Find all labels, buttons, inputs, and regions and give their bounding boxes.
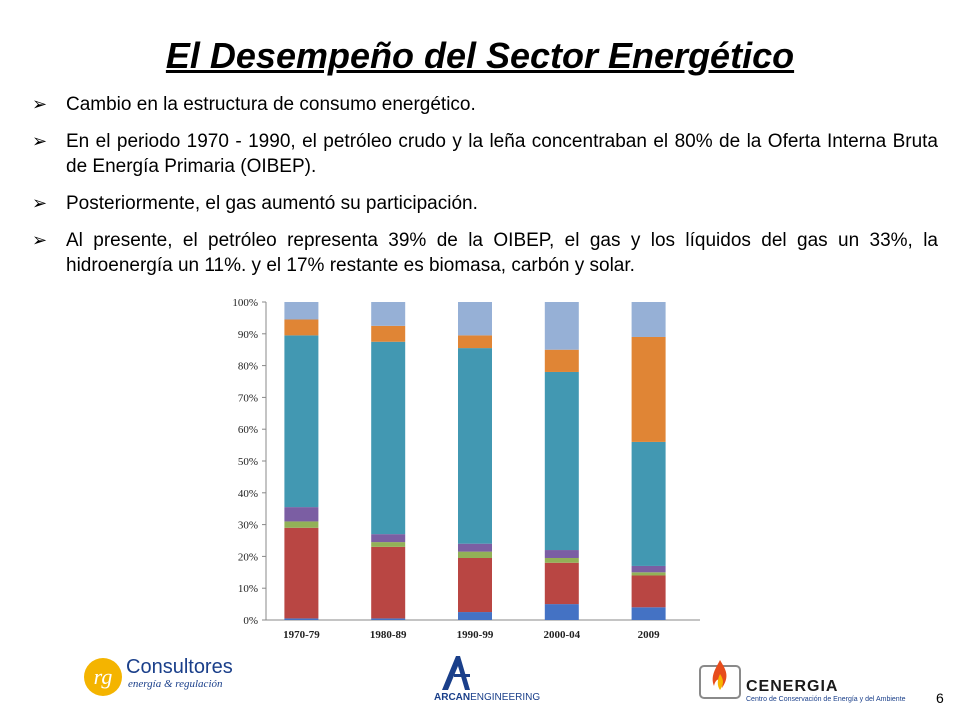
bar-segment-bosta-y-yareta: [371, 542, 406, 547]
bar-segment-gas-natural: [631, 336, 666, 442]
bar-segment-hidro-energia: [544, 302, 579, 350]
bar-segment-hidro-energia: [284, 302, 319, 320]
rg-logo-name: Consultores: [126, 656, 233, 678]
bullet-item: ➢ Posteriormente, el gas aumentó su parti…: [32, 191, 938, 216]
bar-segment-petr-leo-crudo: [284, 335, 319, 508]
bar-segment-le-a: [631, 575, 666, 608]
y-tick-label: 0%: [243, 615, 258, 627]
bar-segment-bosta-y-yareta: [458, 551, 492, 558]
arrow-bullet-icon: ➢: [32, 230, 48, 250]
bullet-text: En el periodo 1970 - 1990, el petróleo c…: [66, 131, 938, 177]
arrow-bullet-icon: ➢: [32, 131, 48, 151]
bar-segment-gas-natural: [284, 319, 319, 336]
bar-segment-gas-natural: [458, 335, 492, 349]
cenergia-logo-subtitle: Centro de Conservación de Energía y del …: [746, 696, 906, 703]
arcan-logo-text: ARCANENGINEERING: [434, 692, 540, 703]
bar-segment-petr-leo-crudo: [631, 441, 666, 566]
bar-segment-carb-n-mineral: [458, 612, 492, 620]
x-category-label: 1980-89: [370, 629, 407, 641]
bar-segment-hidro-energia: [631, 302, 666, 337]
arcan-engineering-logo: ARCANENGINEERING: [426, 654, 546, 710]
arcan-rest: ENGINEERING: [470, 692, 541, 703]
bullet-item: ➢ En el periodo 1970 - 1990, el petróleo …: [32, 129, 938, 179]
bar-segment-hidro-energia: [371, 302, 406, 326]
bar-segment-bosta-y-yareta: [284, 521, 319, 528]
bar-segment-bosta-y-yareta: [544, 557, 579, 563]
rg-logo-icon: rg: [84, 658, 122, 696]
bar-segment-petr-leo-crudo: [458, 348, 492, 544]
bar-segment-bagazo: [544, 550, 579, 558]
page-number: 6: [936, 690, 944, 706]
y-tick-label: 50%: [238, 456, 258, 468]
bullet-item: ➢ Al presente, el petróleo representa 39%…: [32, 228, 938, 278]
rg-consultores-logo: rg Consultores energía & regulación: [84, 656, 244, 698]
y-tick-label: 90%: [238, 329, 258, 341]
y-tick-label: 60%: [238, 424, 258, 436]
bar-segment-bosta-y-yareta: [631, 572, 666, 576]
bullet-list: ➢ Cambio en la estructura de consumo ener…: [32, 92, 938, 290]
bar-segment-petr-leo-crudo: [544, 371, 579, 551]
bar-segment-carb-n-mineral: [544, 604, 579, 620]
y-tick-label: 100%: [232, 297, 258, 309]
bar-segment-gas-natural: [544, 349, 579, 372]
cenergia-logo: CENERGIA Centro de Conservación de Energ…: [696, 656, 906, 710]
arcan-mark-icon: [442, 656, 470, 690]
x-category-label: 2009: [638, 629, 661, 641]
bar-segment-bagazo: [458, 543, 492, 552]
bar-segment-carb-n-mineral: [284, 618, 319, 620]
bar-segment-le-a: [458, 557, 492, 613]
bar-segment-bagazo: [284, 507, 319, 522]
cenergia-logo-name: CENERGIA: [746, 678, 839, 695]
cenergia-flame-icon: [699, 660, 741, 699]
x-category-label: 1970-79: [283, 629, 320, 641]
bar-segment-gas-natural: [371, 325, 406, 342]
bar-segment-le-a: [544, 562, 579, 605]
arrow-bullet-icon: ➢: [32, 94, 48, 114]
arrow-bullet-icon: ➢: [32, 193, 48, 213]
bar-segment-carb-n-mineral: [371, 618, 406, 620]
bullet-text: Posteriormente, el gas aumentó su partic…: [66, 193, 478, 214]
bar-segment-le-a: [284, 527, 319, 619]
bullet-text: Cambio en la estructura de consumo energ…: [66, 94, 476, 115]
bar-segment-le-a: [371, 546, 406, 619]
y-tick-label: 40%: [238, 488, 258, 500]
x-category-label: 1990-99: [457, 629, 494, 641]
bar-segment-bagazo: [631, 565, 666, 573]
y-tick-label: 30%: [238, 520, 258, 532]
y-tick-label: 10%: [238, 583, 258, 595]
bullet-text: Al presente, el petróleo representa 39% …: [66, 230, 938, 276]
arcan-strong: ARCAN: [434, 692, 471, 703]
bullet-item: ➢ Cambio en la estructura de consumo ener…: [32, 92, 938, 117]
rg-logo-subtitle: energía & regulación: [128, 678, 223, 690]
slide-title: El Desempeño del Sector Energético: [165, 35, 795, 76]
bar-segment-hidro-energia: [458, 302, 492, 336]
y-tick-label: 70%: [238, 392, 258, 404]
x-category-label: 2000-04: [543, 629, 580, 641]
bar-segment-petr-leo-crudo: [371, 341, 406, 535]
y-tick-label: 20%: [238, 551, 258, 563]
bar-segment-carb-n-mineral: [631, 607, 666, 620]
bar-segment-bagazo: [371, 534, 406, 543]
y-tick-label: 80%: [238, 361, 258, 373]
stacked-bar-chart: 0% 10% 20% 30% 40% 50% 60% 70% 80% 90% 100% 1970-79…: [232, 297, 700, 641]
